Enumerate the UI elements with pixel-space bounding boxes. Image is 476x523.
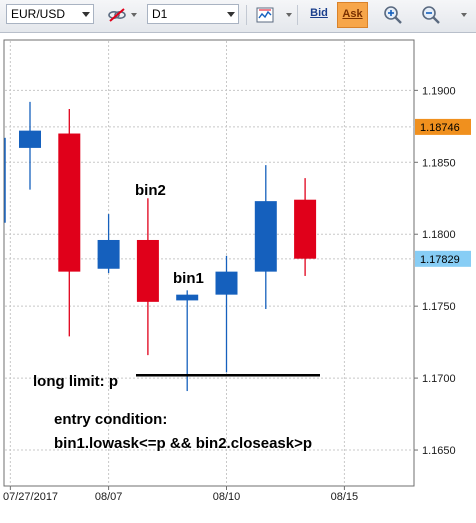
chart-type-icon[interactable] — [256, 6, 274, 24]
ask-label: Ask — [342, 8, 363, 20]
y-tick-label: 1.1650 — [422, 445, 456, 457]
bin2-label: bin2 — [135, 182, 166, 199]
x-tick-label: 08/15 — [331, 491, 359, 503]
timeframe-select[interactable]: D1 — [147, 4, 239, 24]
chart-area[interactable]: 1.1900 1.1850 1.1800 1.1750 1.1700 1.1650 07/… — [0, 33, 476, 518]
upper-price-tag — [415, 118, 471, 135]
link-chart-icon[interactable] — [108, 7, 126, 23]
candle-body[interactable] — [294, 199, 317, 259]
chevron-down-icon — [227, 12, 235, 17]
x-tick-label: 08/10 — [213, 491, 241, 503]
ask-button[interactable]: Ask — [337, 2, 368, 28]
candle-body[interactable] — [97, 239, 120, 269]
y-tick-label: 1.1900 — [422, 85, 456, 97]
y-tick-label: 1.1700 — [422, 373, 456, 385]
candle-body[interactable] — [136, 239, 159, 302]
y-tick-label: 1.1800 — [422, 229, 456, 241]
symbol-value: EUR/USD — [11, 7, 66, 21]
chevron-down-icon[interactable] — [461, 13, 467, 17]
candlestick-chart[interactable]: 1.1900 1.1850 1.1800 1.1750 1.1700 1.1650 07/… — [0, 33, 476, 518]
lower-price-tag — [415, 250, 471, 267]
toolbar-divider — [297, 5, 298, 25]
y-tick-label: 1.1850 — [422, 157, 456, 169]
entry-condition-label: entry condition: — [54, 411, 167, 428]
timeframe-value: D1 — [152, 7, 168, 21]
candle-body[interactable] — [176, 294, 199, 301]
candle-body[interactable] — [215, 271, 238, 295]
candle-body[interactable] — [19, 130, 41, 148]
chart-toolbar: EUR/USD D1 Bid Ask — [0, 0, 476, 33]
x-tick-label: 08/07 — [95, 491, 123, 503]
y-tick-label: 1.1750 — [422, 301, 456, 313]
x-tick-label: 07/27/2017 — [3, 491, 58, 503]
chevron-down-icon — [82, 12, 90, 17]
upper-price-tag-label: 1.18746 — [420, 122, 460, 134]
symbol-select[interactable]: EUR/USD — [6, 4, 94, 24]
magnify-minus-icon[interactable] — [420, 4, 442, 26]
lower-price-tag-label: 1.17829 — [420, 254, 460, 266]
candle-body[interactable] — [58, 133, 81, 272]
chevron-down-icon[interactable] — [286, 13, 292, 17]
bid-label: Bid — [310, 7, 328, 19]
entry-condition-expression: bin1.lowask<=p && bin2.closeask>p — [54, 435, 312, 452]
long-limit-label: long limit: p — [33, 373, 118, 390]
chevron-down-icon[interactable] — [131, 13, 137, 17]
bin1-label: bin1 — [173, 270, 204, 287]
bid-button[interactable]: Bid — [304, 2, 334, 28]
magnify-plus-icon[interactable] — [382, 4, 404, 26]
toolbar-divider — [246, 5, 247, 25]
candle-body[interactable] — [254, 201, 277, 272]
